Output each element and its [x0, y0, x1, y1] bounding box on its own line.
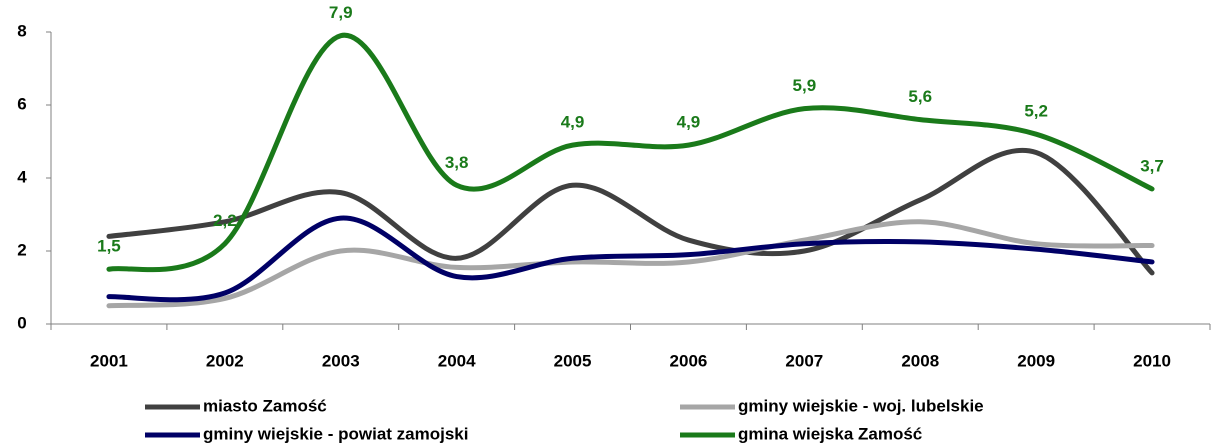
legend-label: gminy wiejskie - powiat zamojski	[203, 424, 468, 443]
series-line	[106, 215, 1155, 303]
data-label: 7,9	[329, 3, 353, 22]
legend-label: gminy wiejskie - woj. lubelskie	[738, 396, 984, 415]
data-label: 5,6	[908, 87, 932, 106]
data-label: 4,9	[677, 113, 701, 132]
series-line	[106, 219, 1155, 309]
x-tick-label: 2010	[1133, 351, 1171, 370]
x-tick-label: 2009	[1017, 351, 1055, 370]
x-tick-label: 2008	[901, 351, 939, 370]
y-tick-label: 6	[17, 94, 26, 113]
y-tick-label: 2	[17, 240, 26, 259]
y-tick-label: 8	[17, 21, 26, 40]
legend-label: gmina wiejska Zamość	[738, 424, 922, 443]
data-label: 5,2	[1024, 102, 1048, 121]
x-tick-label: 2003	[322, 351, 360, 370]
data-label: 2,2	[213, 211, 237, 230]
y-tick-label: 4	[17, 167, 27, 186]
data-label: 3,8	[445, 153, 469, 172]
legend-label: miasto Zamość	[203, 396, 327, 415]
x-tick-label: 2006	[670, 351, 708, 370]
y-tick-label: 0	[17, 313, 26, 332]
x-tick-label: 2002	[206, 351, 244, 370]
data-label: 1,5	[97, 237, 121, 256]
x-tick-label: 2005	[554, 351, 592, 370]
x-tick-label: 2004	[438, 351, 476, 370]
x-tick-label: 2007	[785, 351, 823, 370]
data-label: 3,7	[1140, 156, 1164, 175]
series-line	[106, 148, 1155, 276]
x-tick-label: 2001	[90, 351, 128, 370]
data-label: 5,9	[793, 76, 817, 95]
data-label: 4,9	[561, 113, 585, 132]
series-line	[106, 33, 1155, 273]
